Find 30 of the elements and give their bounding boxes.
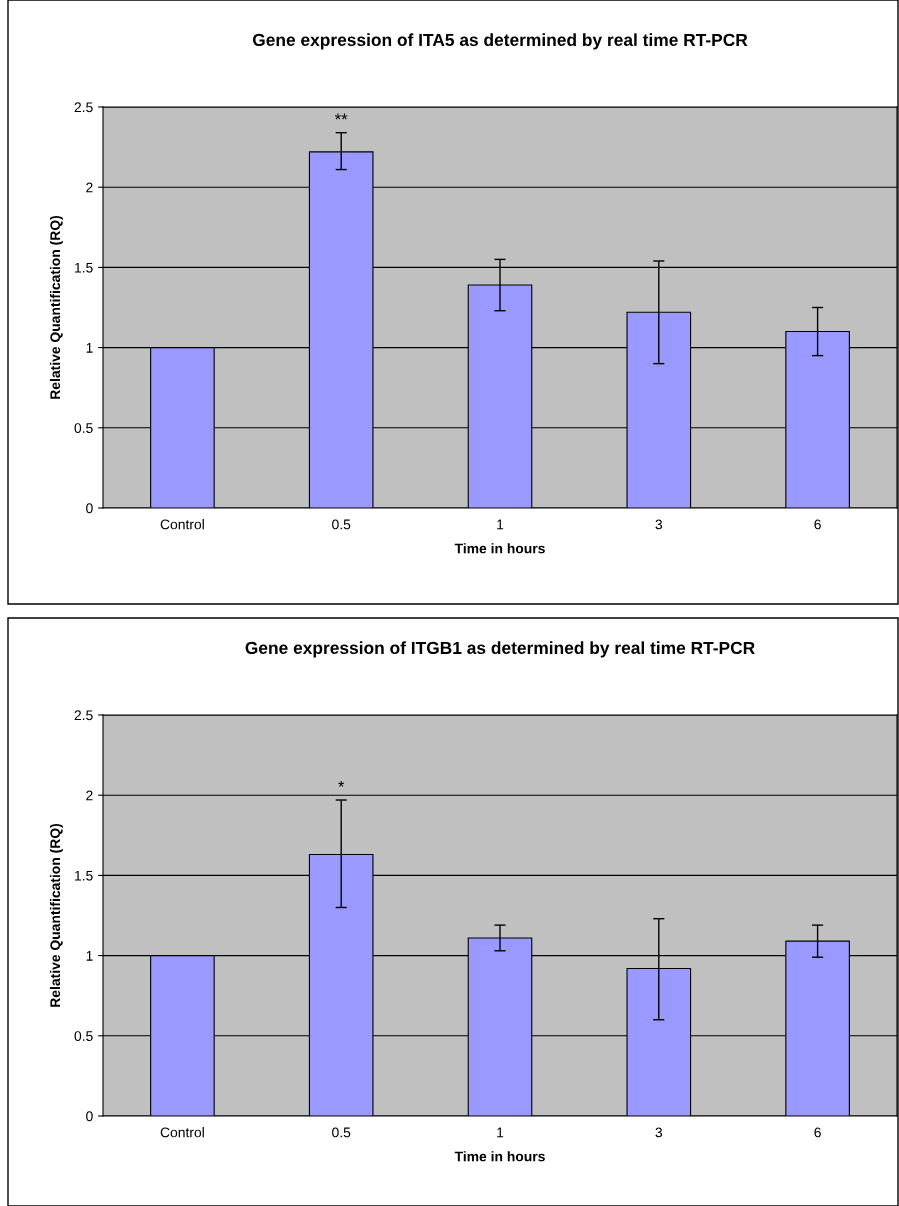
y-tick-label: 2 xyxy=(86,790,93,801)
y-axis-title: Relative Quantification (RQ) xyxy=(49,215,63,399)
y-tick-label: 0 xyxy=(86,1111,93,1122)
y-axis-title: Relative Quantification (RQ) xyxy=(49,823,63,1007)
x-axis-title: Time in hours xyxy=(454,543,545,554)
x-tick-label: 1 xyxy=(497,1127,504,1138)
y-tick-label: 0 xyxy=(86,503,93,514)
y-tick-label: 0.5 xyxy=(74,1031,93,1041)
y-tick-label: 1 xyxy=(86,951,93,961)
y-tick-label: 1.5 xyxy=(75,870,93,881)
x-axis-title: Time in hours xyxy=(454,1151,545,1162)
y-tick-label: 1.5 xyxy=(75,262,93,273)
annotation: ** xyxy=(334,113,348,120)
x-tick-label: 0.5 xyxy=(332,1127,351,1138)
y-tick-label: 1 xyxy=(86,343,93,353)
x-tick-label: Control xyxy=(160,1127,204,1138)
y-tick-label: 0.5 xyxy=(74,423,93,433)
annotation: * xyxy=(338,780,345,787)
y-tick-label: 2.5 xyxy=(74,710,93,721)
x-tick-label: 6 xyxy=(814,1127,821,1138)
x-tick-label: 3 xyxy=(655,519,663,530)
x-tick-label: 0.5 xyxy=(332,519,351,530)
x-tick-label: 1 xyxy=(497,519,504,530)
y-tick-label: 2 xyxy=(86,182,93,193)
y-tick-label: 2.5 xyxy=(74,102,93,113)
x-tick-label: 3 xyxy=(655,1127,663,1138)
x-tick-label: 6 xyxy=(814,519,821,530)
chart-title: Gene expression of ITGB1 as determined by real time RT-PCR xyxy=(245,641,755,658)
x-tick-label: Control xyxy=(160,519,204,530)
chart-title: Gene expression of ITA5 as determined by real time RT-PCR xyxy=(252,33,748,50)
